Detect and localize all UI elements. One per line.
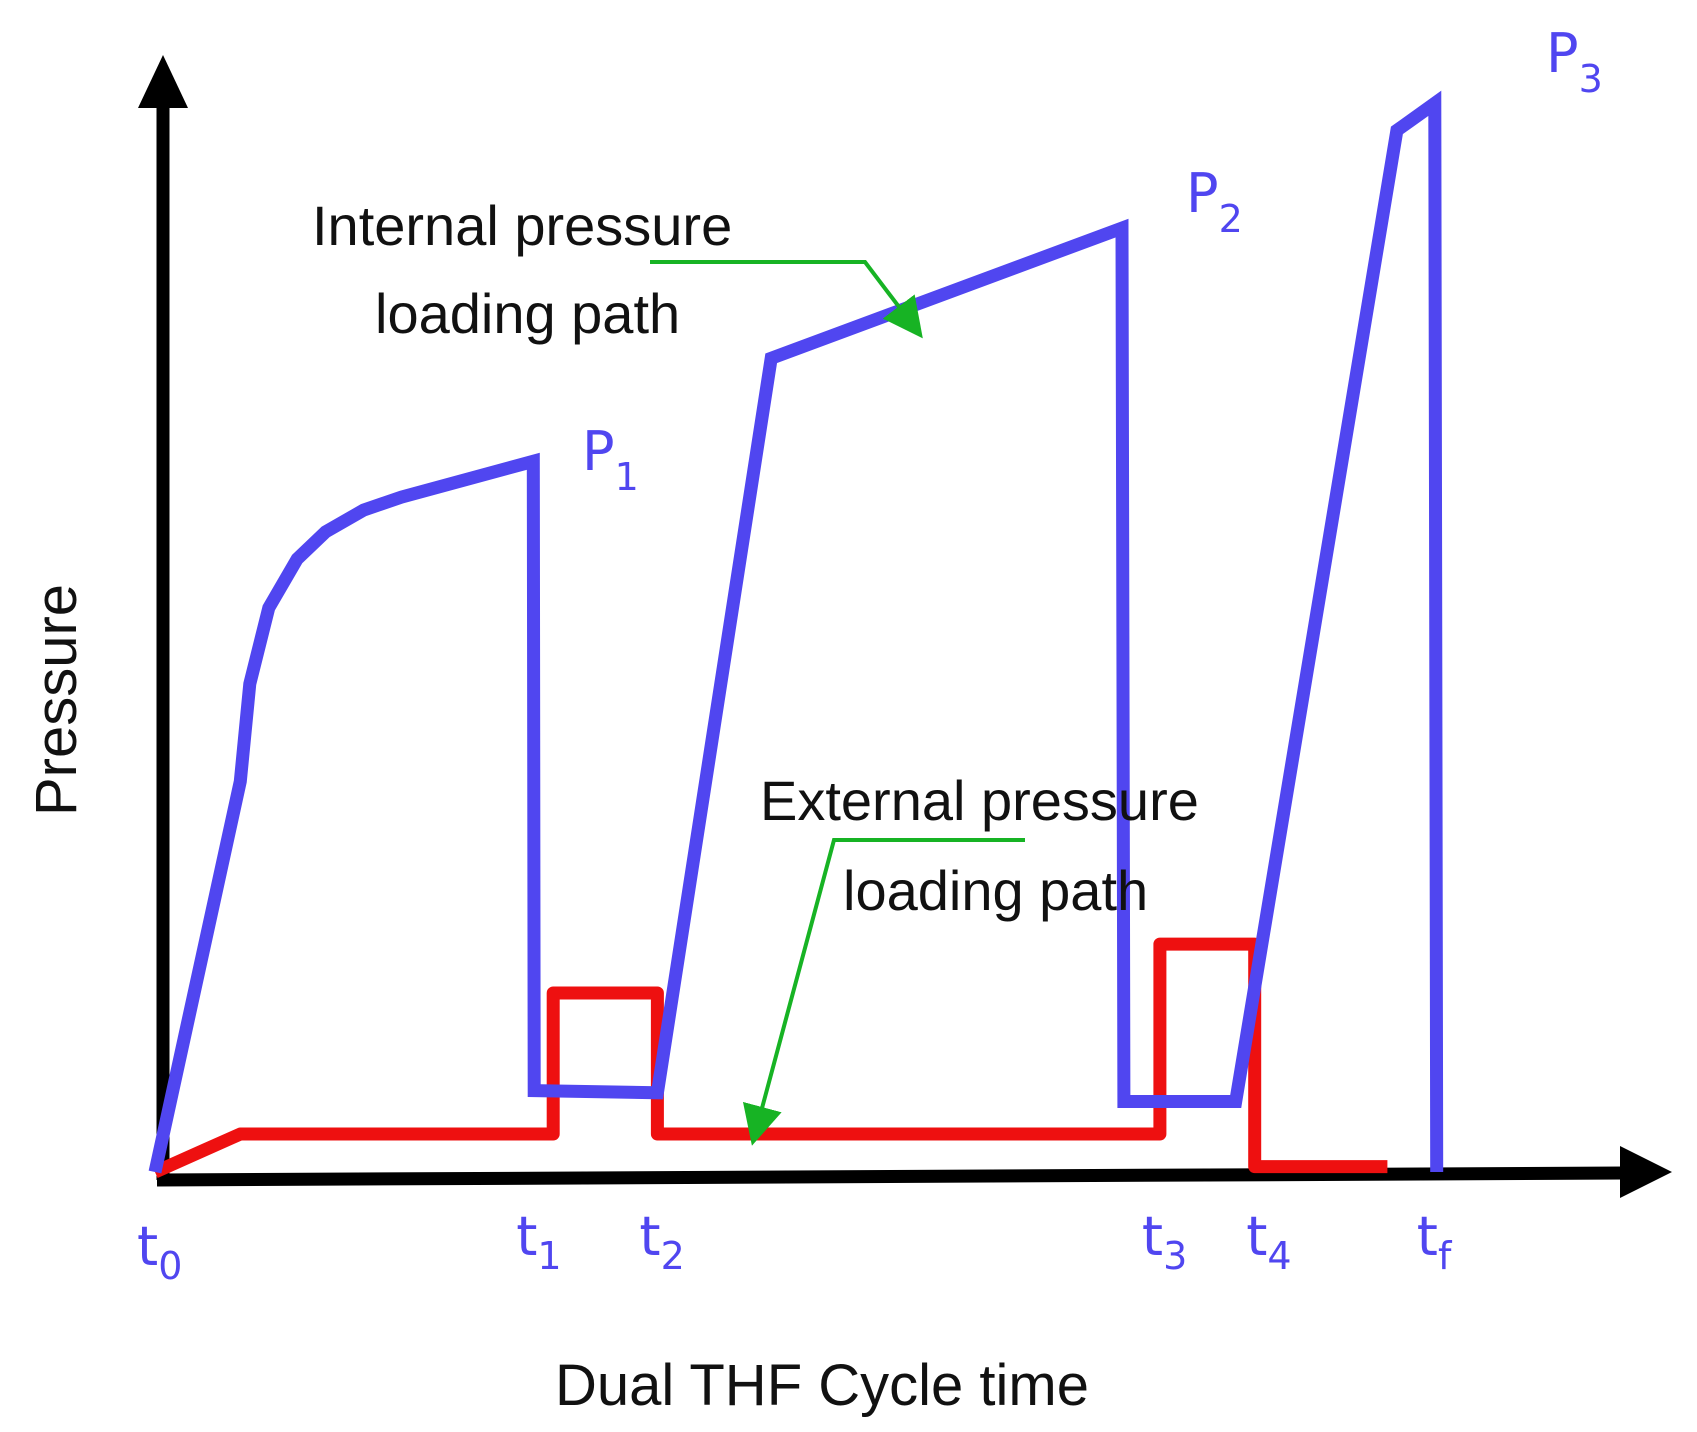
annotation-internal-arrow <box>650 260 923 339</box>
peak-label-p2: P2 <box>1186 162 1243 241</box>
series-external-line <box>152 937 1388 1178</box>
annotation-external-arrow <box>742 838 1025 1146</box>
x-tick-labels: t0 t1 t2 t3 t4 tf <box>137 1205 1453 1288</box>
annotation-external-line1: External pressure <box>760 769 1199 832</box>
x-tick-label-t3: t3 <box>1142 1205 1187 1278</box>
annotation-external-line2: loading path <box>843 859 1148 922</box>
series-internal-line <box>148 90 1444 1174</box>
annotation-internal-line2: loading path <box>375 282 680 345</box>
x-axis-arrowhead <box>1620 1146 1672 1198</box>
peak-label-p1: P1 <box>582 420 639 499</box>
peak-label-p3: P3 <box>1546 22 1603 101</box>
x-tick-label-t2: t2 <box>639 1205 684 1278</box>
annotation-internal: Internal pressure loading path <box>312 194 923 345</box>
annotation-internal-line1: Internal pressure <box>312 194 732 257</box>
y-axis-title: Pressure <box>24 584 89 816</box>
x-tick-label-t4: t4 <box>1246 1205 1291 1278</box>
y-axis-arrowhead <box>138 55 188 108</box>
x-axis-title: Dual THF Cycle time <box>555 1353 1089 1418</box>
x-axis-line <box>156 1166 1626 1187</box>
x-tick-label-tf: tf <box>1417 1205 1453 1278</box>
peak-labels: P1 P2 P3 <box>582 22 1603 499</box>
annotation-external: External pressure loading path <box>742 769 1199 1146</box>
x-tick-label-t0: t0 <box>137 1215 182 1288</box>
x-tick-label-t1: t1 <box>516 1205 561 1278</box>
